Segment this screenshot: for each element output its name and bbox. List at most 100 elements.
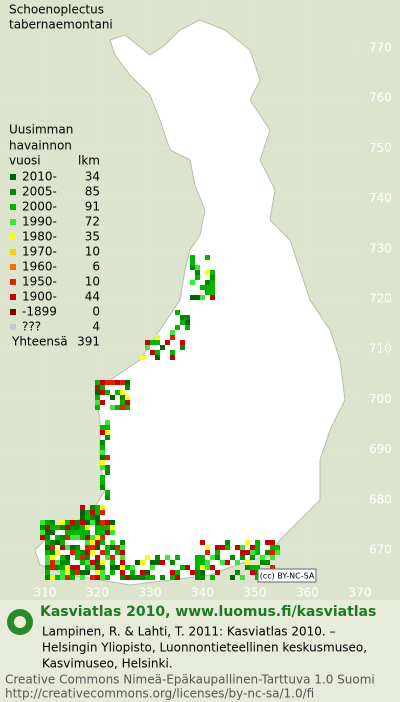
observation [80, 530, 85, 535]
observation [75, 555, 80, 560]
observation [110, 395, 115, 400]
observation [255, 545, 260, 550]
observation [120, 560, 125, 565]
observation [60, 570, 65, 575]
observation [90, 505, 95, 510]
observation [95, 575, 100, 580]
observation [85, 545, 90, 550]
observation [155, 350, 160, 355]
observation [150, 350, 155, 355]
legend-header: havainnon [9, 139, 72, 153]
observation [70, 550, 75, 555]
observation [130, 575, 135, 580]
legend-label: 1980- [22, 230, 57, 244]
observation [95, 515, 100, 520]
observation [135, 575, 140, 580]
observation [250, 570, 255, 575]
observation [230, 555, 235, 560]
observation [155, 355, 160, 360]
license-badge: (cc) BY-NC-SA [257, 568, 317, 583]
observation [75, 525, 80, 530]
legend-count: 4 [92, 320, 100, 334]
observation [90, 510, 95, 515]
observation [55, 560, 60, 565]
observation [100, 560, 105, 565]
observation [155, 340, 160, 345]
observation [55, 540, 60, 545]
observation [200, 570, 205, 575]
observation [125, 380, 130, 385]
observation [95, 510, 100, 515]
observation [45, 520, 50, 525]
title-line: Schoenoplectus [9, 3, 104, 17]
legend-label: 2010- [22, 170, 57, 184]
observation [260, 555, 265, 560]
observation [140, 570, 145, 575]
observation [225, 545, 230, 550]
observation [90, 545, 95, 550]
observation [45, 550, 50, 555]
observation [95, 520, 100, 525]
observation [255, 565, 260, 570]
observation [100, 400, 105, 405]
observation [60, 555, 65, 560]
observation [95, 535, 100, 540]
y-label: 700 [369, 392, 392, 406]
observation [55, 535, 60, 540]
observation [95, 400, 100, 405]
observation [80, 520, 85, 525]
observation [60, 560, 65, 565]
observation [200, 555, 205, 560]
observation [205, 550, 210, 555]
observation [120, 395, 125, 400]
observation [50, 555, 55, 560]
observation [45, 530, 50, 535]
site-link[interactable]: Kasviatlas 2010, www.luomus.fi/kasviatla… [40, 604, 376, 620]
observation [80, 550, 85, 555]
observation [85, 540, 90, 545]
observation [180, 345, 185, 350]
legend-label: 1990- [22, 215, 57, 229]
observation [105, 435, 110, 440]
observation [95, 505, 100, 510]
observation [200, 540, 205, 545]
title: Schoenoplectus tabernaemontani [9, 3, 113, 32]
logo [7, 609, 33, 635]
observation [110, 380, 115, 385]
observation [120, 540, 125, 545]
observation [100, 430, 105, 435]
observation [120, 570, 125, 575]
legend-swatch [10, 279, 16, 285]
observation [205, 285, 210, 290]
observation [85, 515, 90, 520]
observation [185, 315, 190, 320]
legend-swatch [10, 249, 16, 255]
observation [105, 465, 110, 470]
observation [205, 290, 210, 295]
observation [170, 570, 175, 575]
observation [75, 520, 80, 525]
license-link[interactable]: http://creativecommons.org/licenses/by-n… [5, 687, 314, 701]
legend-label: 2005- [22, 185, 57, 199]
observation [105, 545, 110, 550]
observation [85, 565, 90, 570]
observation [195, 565, 200, 570]
observation [100, 540, 105, 545]
observation [65, 525, 70, 530]
observation [145, 340, 150, 345]
observation [80, 535, 85, 540]
observation [80, 560, 85, 565]
observation [140, 560, 145, 565]
observation [235, 560, 240, 565]
y-label: 740 [369, 191, 392, 205]
observation [45, 570, 50, 575]
observation [205, 565, 210, 570]
observation [50, 540, 55, 545]
y-label: 710 [369, 342, 392, 356]
observation [45, 560, 50, 565]
observation [170, 335, 175, 340]
observation [100, 450, 105, 455]
observation [170, 575, 175, 580]
